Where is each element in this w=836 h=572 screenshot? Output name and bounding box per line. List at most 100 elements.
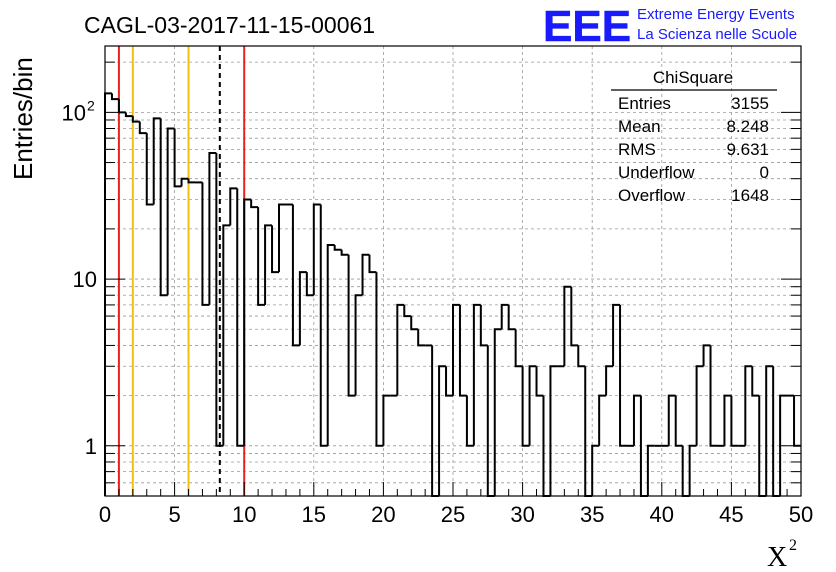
histogram-bin (730, 395, 739, 447)
x-tick-label: 40 (650, 502, 674, 527)
histogram-bin (250, 199, 259, 209)
x-tick-label: 50 (789, 502, 813, 527)
histogram-bin (340, 249, 349, 256)
y-axis-label: Entries/bin (8, 57, 38, 180)
histogram-bin (382, 394, 391, 446)
histogram-bin (744, 365, 753, 446)
histogram-bin (674, 395, 683, 447)
histogram-bin (577, 345, 586, 368)
histogram-bin (598, 394, 607, 446)
x-axis-label-main: X (767, 542, 787, 572)
x-axis-label-superscript: 2 (789, 537, 797, 554)
stats-row-label: Mean (618, 117, 661, 136)
histogram-bin (751, 366, 760, 397)
eee-logo-line2: La Scienza nelle Scuole (637, 26, 797, 43)
histogram-bin (354, 294, 363, 396)
stats-row-label: RMS (618, 140, 656, 159)
stats-row-value: 0 (760, 163, 769, 182)
histogram-bin (535, 366, 544, 397)
histogram-bin (333, 245, 342, 251)
histogram-bin (709, 345, 718, 447)
stats-row-value: 1648 (731, 186, 769, 205)
histogram-bin (514, 329, 523, 368)
histogram-bin (619, 304, 627, 447)
histogram-bin (229, 187, 238, 226)
histogram-bin (361, 253, 370, 296)
x-tick-label: 45 (719, 502, 743, 527)
histogram-bin (417, 329, 426, 347)
y-tick-label-exponent: 2 (87, 97, 95, 113)
histogram-bin (347, 254, 356, 397)
x-tick-label: 35 (580, 502, 604, 527)
histogram-bin (500, 303, 509, 330)
histogram-bin (319, 204, 328, 447)
histogram-bin (570, 286, 579, 347)
stats-row-label: Entries (618, 94, 671, 113)
histogram-bin (549, 365, 558, 496)
histogram-bin (173, 128, 182, 188)
histogram-bin (222, 224, 231, 446)
histogram-bin (445, 366, 453, 397)
histogram-bin (208, 152, 217, 305)
y-tick-label: 1 (85, 434, 97, 459)
histogram-bin (291, 204, 300, 347)
histogram-bin (131, 116, 140, 123)
histogram-bin (695, 365, 704, 446)
histogram-bin (368, 254, 377, 274)
plot-frame (104, 45, 802, 497)
eee-logo-mark: EEE (543, 2, 631, 51)
histogram-bin (159, 118, 168, 297)
stats-box: ChiSquare Entries 3155 Mean 8.248 RMS 9.631 Un… (611, 68, 777, 205)
histogram-bin (458, 304, 467, 397)
histogram-bin (396, 303, 405, 396)
histogram-bin (521, 366, 530, 447)
histogram-bin (438, 365, 447, 496)
stats-rows: Entries 3155 Mean 8.248 RMS 9.631 Underflow 0 Ov… (618, 94, 769, 205)
stats-row-value: 9.631 (726, 140, 769, 159)
histogram-bin (110, 93, 119, 101)
eee-logo-line1: Extreme Energy Events (637, 6, 795, 23)
x-tick-label: 15 (302, 502, 326, 527)
histogram-bin (145, 133, 154, 206)
histogram-bins (104, 92, 801, 497)
histogram-bin (765, 365, 774, 496)
histogram-bin (667, 394, 676, 446)
histogram-bin (312, 203, 321, 296)
histogram-bin (215, 153, 224, 447)
histogram-bin (507, 304, 516, 331)
histogram-bin (605, 365, 614, 396)
histogram-bin (152, 117, 161, 205)
stats-row-label: Overflow (618, 186, 686, 205)
histogram-bin (257, 207, 266, 306)
histogram-bin (479, 304, 488, 347)
histogram-bin (688, 444, 697, 496)
run-title: CAGL-03-2017-11-15-00061 (84, 12, 375, 38)
y-tick-label: 10 (73, 267, 97, 292)
histogram-bin (201, 182, 210, 306)
stats-title: ChiSquare (653, 68, 733, 87)
histogram-bin (723, 394, 732, 446)
histogram-bin (264, 224, 273, 305)
histogram-bin (138, 121, 147, 135)
histogram-bin (632, 394, 641, 446)
histogram-bin (591, 444, 600, 496)
histogram-bin (166, 127, 175, 296)
eee-logo: EEE Extreme Energy Events La Scienza nel… (543, 2, 797, 52)
x-tick-label: 10 (232, 502, 256, 527)
histogram-bin (410, 316, 419, 331)
histogram-bin (278, 203, 286, 273)
histogram-bin (779, 394, 788, 496)
histogram-bin (271, 225, 279, 274)
histogram-bin (452, 303, 460, 396)
y-tick-label: 10 (62, 100, 86, 125)
histogram-bin (124, 112, 133, 118)
histogram-bin (243, 198, 252, 446)
histogram-bin (375, 272, 384, 447)
histogram-bin (403, 304, 412, 318)
histogram-bin (187, 178, 196, 184)
x-tick-label: 25 (441, 502, 465, 527)
histogram-bin (472, 303, 481, 446)
histogram-bin (528, 365, 537, 446)
